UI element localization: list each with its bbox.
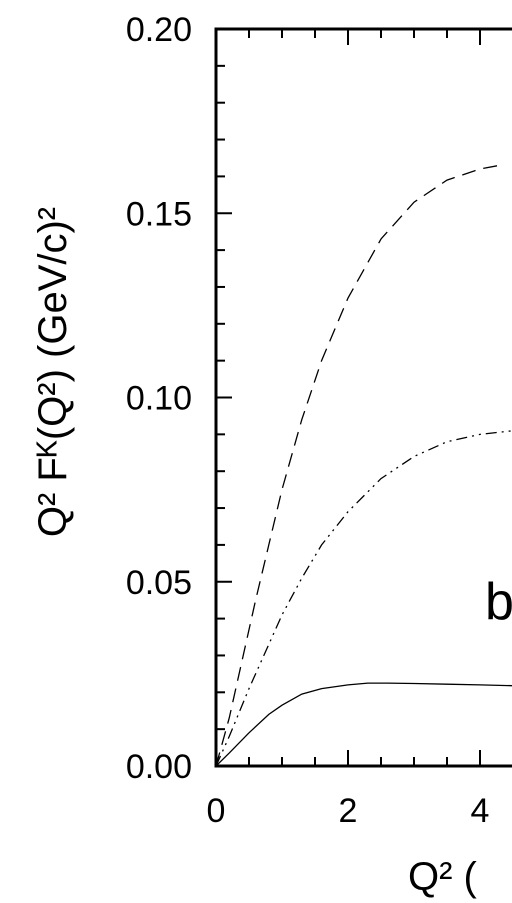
x-tick-label: 4 [471, 792, 490, 830]
series-line-2 [216, 430, 512, 766]
panel-label: b [485, 573, 512, 631]
y-tick-label: 0.05 [126, 564, 192, 602]
x-tick-label: 2 [339, 792, 358, 830]
y-axis-title: Q² Fᴷ(Q²) (GeV/c)² [31, 207, 75, 537]
y-tick-label: 0.15 [126, 195, 192, 233]
axis-ticks: 0.00 0.05 0.10 0.15 0.20 0 2 4 [126, 11, 490, 830]
x-axis-title: Q² ( [408, 855, 478, 899]
y-tick-label: 0.10 [126, 380, 192, 418]
series-layer [216, 164, 512, 766]
series-line-1 [216, 164, 500, 766]
x-tick-label: 0 [207, 792, 226, 830]
x-axis-title-text: Q² ( [408, 855, 478, 899]
y-tick-label: 0.00 [126, 748, 192, 786]
y-axis-title-text: Q² Fᴷ(Q²) (GeV/c)² [31, 207, 75, 537]
plot-frame [214, 27, 512, 768]
series-line-3 [216, 682, 512, 766]
y-tick-label: 0.20 [126, 11, 192, 49]
